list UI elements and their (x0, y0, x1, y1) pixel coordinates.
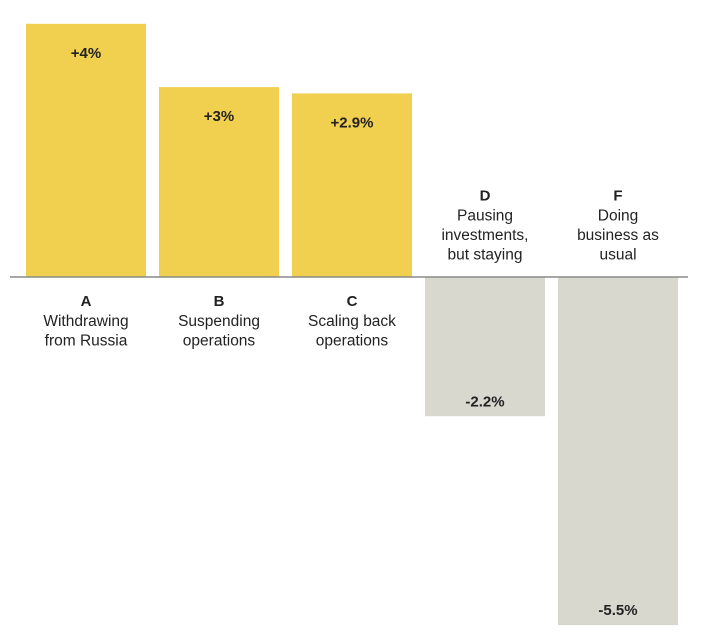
category-description-line: but staying (448, 247, 523, 264)
bar-d (425, 277, 545, 417)
value-label-c: +2.9% (331, 114, 374, 131)
value-label-f: -5.5% (598, 602, 637, 619)
category-description-line: Scaling back (308, 313, 396, 330)
category-code-d: D (480, 188, 491, 205)
value-label-b: +3% (204, 108, 234, 125)
category-description-line: usual (599, 247, 636, 264)
category-code-f: F (613, 188, 622, 205)
category-description-line: investments, (441, 227, 528, 244)
category-description-line: operations (316, 333, 389, 350)
category-code-a: A (81, 293, 92, 310)
bar-b (159, 87, 279, 277)
value-label-a: +4% (71, 45, 101, 62)
category-code-b: B (214, 293, 225, 310)
value-label-d: -2.2% (465, 393, 504, 410)
bar-c (292, 93, 412, 278)
category-description-line: business as (577, 227, 659, 244)
category-description-line: Withdrawing (43, 313, 128, 330)
bar-a (26, 23, 146, 277)
category-description-line: Doing (598, 208, 639, 225)
category-description-line: from Russia (45, 333, 128, 350)
category-description-line: Pausing (457, 208, 513, 225)
category-description-line: Suspending (178, 313, 260, 330)
bar-f (558, 277, 678, 626)
category-code-c: C (347, 293, 358, 310)
category-description-line: operations (183, 333, 256, 350)
bars-group (26, 23, 678, 626)
labels-group: +4% A Withdrawing from Russia +3% B Suspending… (43, 45, 659, 619)
